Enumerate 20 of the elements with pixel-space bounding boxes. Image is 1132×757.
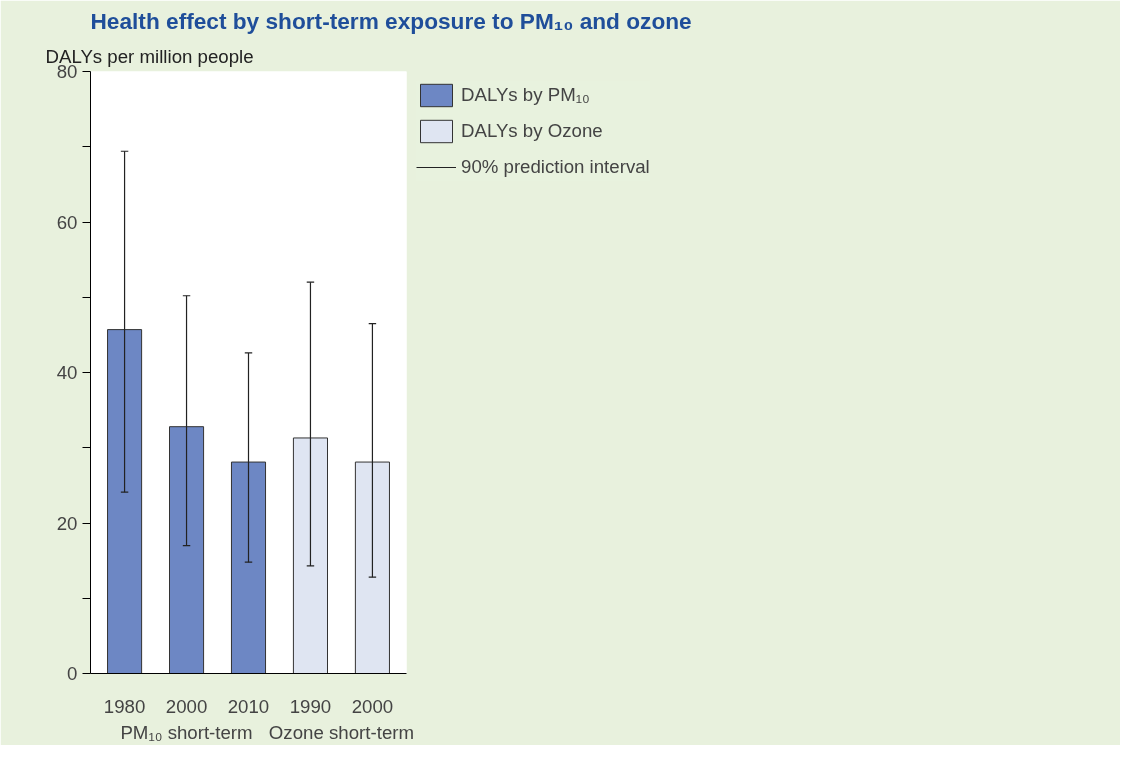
bar <box>292 437 328 674</box>
x-tick-label: 1990 <box>289 695 332 717</box>
bar <box>107 329 143 674</box>
bar <box>354 461 390 674</box>
bar <box>230 461 267 674</box>
x-tick-label: 2010 <box>227 695 270 717</box>
text: PM₁₀ short-term <box>120 721 253 743</box>
x-tick-label: 1980 <box>103 695 146 717</box>
legend-label: DALYs by Ozone <box>461 120 603 142</box>
bar <box>169 426 205 674</box>
x-tick-label: 2000 <box>351 695 394 717</box>
y-tick-label: 40 <box>56 362 78 383</box>
y-tick-label: 20 <box>56 512 78 534</box>
chart-title: Health effect by short-term exposure to PM₁₀ and ozone <box>90 7 692 34</box>
text: Ozone short-term <box>268 721 415 743</box>
legend-label: DALYs by PM₁₀ <box>461 84 590 106</box>
y-tick-label: 60 <box>56 211 78 233</box>
text: 90% prediction interval <box>461 156 650 178</box>
x-tick-label: 2000 <box>165 695 208 717</box>
y-tick-label: 0 <box>67 663 78 684</box>
